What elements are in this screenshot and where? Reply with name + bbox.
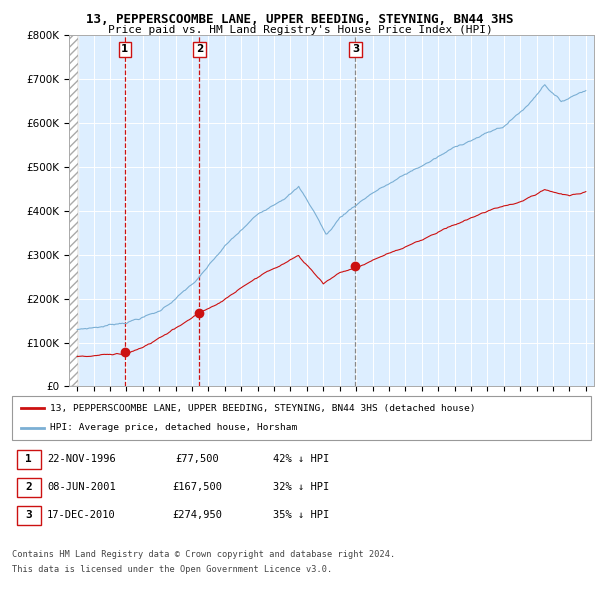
Text: 08-JUN-2001: 08-JUN-2001 xyxy=(47,483,116,492)
Text: 3: 3 xyxy=(25,510,32,520)
Text: 1: 1 xyxy=(25,454,32,464)
Text: 2: 2 xyxy=(196,44,203,54)
Text: 42% ↓ HPI: 42% ↓ HPI xyxy=(274,454,329,464)
Text: Price paid vs. HM Land Registry's House Price Index (HPI): Price paid vs. HM Land Registry's House … xyxy=(107,25,493,35)
Text: £167,500: £167,500 xyxy=(172,483,222,492)
Text: This data is licensed under the Open Government Licence v3.0.: This data is licensed under the Open Gov… xyxy=(12,565,332,573)
Text: Contains HM Land Registry data © Crown copyright and database right 2024.: Contains HM Land Registry data © Crown c… xyxy=(12,550,395,559)
Text: £274,950: £274,950 xyxy=(172,510,222,520)
Text: 2: 2 xyxy=(25,483,32,492)
Text: 3: 3 xyxy=(352,44,359,54)
Text: 13, PEPPERSCOOMBE LANE, UPPER BEEDING, STEYNING, BN44 3HS (detached house): 13, PEPPERSCOOMBE LANE, UPPER BEEDING, S… xyxy=(50,404,475,412)
Text: 22-NOV-1996: 22-NOV-1996 xyxy=(47,454,116,464)
Bar xyxy=(17,478,41,497)
Text: 17-DEC-2010: 17-DEC-2010 xyxy=(47,510,116,520)
Text: 13, PEPPERSCOOMBE LANE, UPPER BEEDING, STEYNING, BN44 3HS: 13, PEPPERSCOOMBE LANE, UPPER BEEDING, S… xyxy=(86,13,514,26)
Text: £77,500: £77,500 xyxy=(175,454,219,464)
Bar xyxy=(17,450,41,469)
Text: 35% ↓ HPI: 35% ↓ HPI xyxy=(274,510,329,520)
Text: 32% ↓ HPI: 32% ↓ HPI xyxy=(274,483,329,492)
Text: 1: 1 xyxy=(121,44,128,54)
Text: HPI: Average price, detached house, Horsham: HPI: Average price, detached house, Hors… xyxy=(50,424,297,432)
Bar xyxy=(69,35,78,386)
Bar xyxy=(17,506,41,525)
Bar xyxy=(69,35,78,386)
